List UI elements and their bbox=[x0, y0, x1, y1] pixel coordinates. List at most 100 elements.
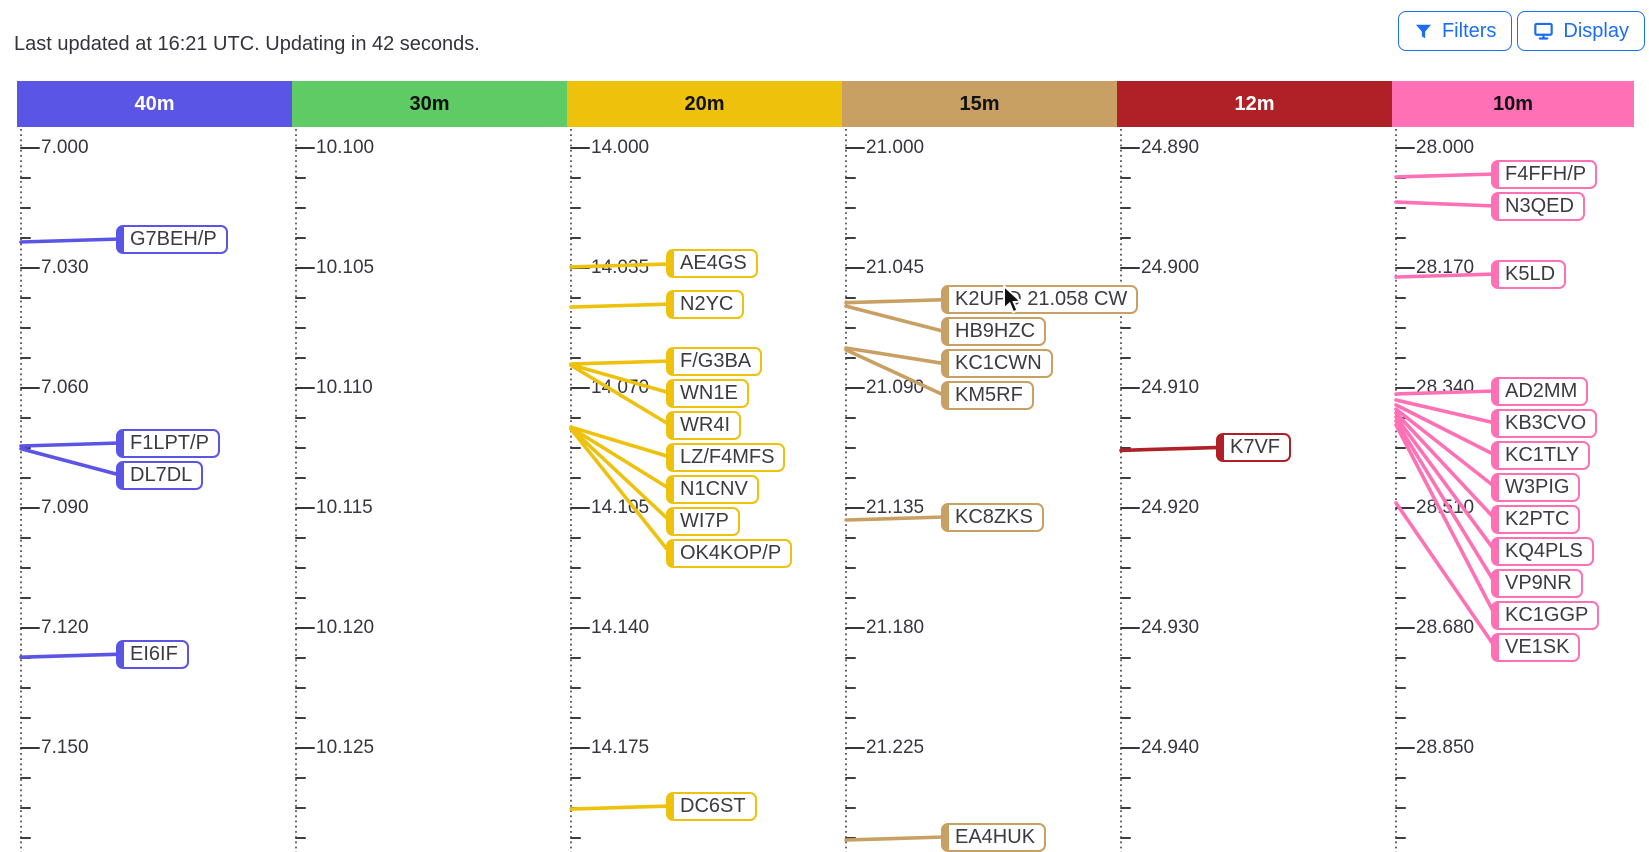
tick-label-30m-10.105: 10.105 bbox=[316, 257, 375, 278]
status-text: Last updated at 16:21 UTC. Updating in 4… bbox=[14, 33, 480, 55]
tick-label-15m-21.180: 21.180 bbox=[866, 617, 925, 638]
tick-label-40m-7.150: 7.150 bbox=[41, 737, 89, 758]
tick-label-10m-28.000: 28.000 bbox=[1416, 137, 1475, 158]
spot-label-K2PTC[interactable]: K2PTC bbox=[1491, 504, 1581, 534]
spot-label-DC6ST[interactable]: DC6ST bbox=[666, 791, 757, 821]
tick-label-10m-28.510: 28.510 bbox=[1416, 497, 1475, 518]
spot-label-KC1GGP[interactable]: KC1GGP bbox=[1491, 600, 1600, 630]
spot-label-N3QED[interactable]: N3QED bbox=[1491, 191, 1585, 221]
band-axis-40m bbox=[20, 129, 40, 852]
tick-label-20m-14.000: 14.000 bbox=[591, 137, 650, 158]
spot-label-K2UPD[interactable]: K2UPD 21.058 CW bbox=[941, 285, 1139, 315]
spot-label-KQ4PLS[interactable]: KQ4PLS bbox=[1491, 536, 1594, 566]
spot-line-OK4KOP/P bbox=[569, 427, 672, 555]
filters-button[interactable]: Filters bbox=[1397, 11, 1513, 51]
spot-label-AE4GS[interactable]: AE4GS bbox=[666, 249, 758, 279]
spot-label-WI7P[interactable]: WI7P bbox=[666, 506, 740, 536]
spot-label-F4FFH/P[interactable]: F4FFH/P bbox=[1491, 159, 1598, 189]
spot-line-EI6IF bbox=[19, 652, 122, 660]
spot-line-W3PIG bbox=[1394, 407, 1497, 489]
spot-line-KC1TLY bbox=[1394, 403, 1497, 457]
spot-line-K2UPD bbox=[844, 297, 947, 305]
spot-label-WR4I[interactable]: WR4I bbox=[666, 410, 741, 440]
tick-label-12m-24.890: 24.890 bbox=[1141, 137, 1200, 158]
tick-label-40m-7.120: 7.120 bbox=[41, 617, 89, 638]
band-header-20m: 20m bbox=[567, 81, 842, 127]
spot-line-KC1GGP bbox=[1394, 423, 1497, 617]
band-axis-12m bbox=[1120, 129, 1140, 852]
spot-line-KB3CVO bbox=[1394, 398, 1497, 425]
filter-funnel-icon bbox=[1414, 22, 1433, 41]
tick-label-12m-24.900: 24.900 bbox=[1141, 257, 1200, 278]
spot-label-KM5RF[interactable]: KM5RF bbox=[941, 381, 1034, 411]
spot-line-G7BEH/P bbox=[19, 237, 122, 244]
tick-label-20m-14.140: 14.140 bbox=[591, 617, 650, 638]
spot-label-K5LD[interactable]: K5LD bbox=[1491, 259, 1567, 289]
spot-line-EA4HUK bbox=[844, 835, 947, 842]
spot-label-EA4HUK[interactable]: EA4HUK bbox=[941, 822, 1047, 852]
spot-line-DL7DL bbox=[19, 446, 122, 477]
spot-label-K7VF[interactable]: K7VF bbox=[1216, 432, 1292, 462]
tick-label-15m-21.000: 21.000 bbox=[866, 137, 925, 158]
spot-label-KC8ZKS[interactable]: KC8ZKS bbox=[941, 502, 1044, 532]
spot-line-LZ/F4MFS bbox=[569, 425, 672, 459]
tick-label-30m-10.125: 10.125 bbox=[316, 737, 375, 758]
band-header-10m: 10m bbox=[1392, 81, 1634, 127]
band-axis-15m bbox=[845, 129, 865, 852]
spot-label-VE1SK[interactable]: VE1SK bbox=[1491, 632, 1581, 662]
tick-label-15m-21.135: 21.135 bbox=[866, 497, 925, 518]
tick-label-12m-24.930: 24.930 bbox=[1141, 617, 1200, 638]
tick-label-10m-28.340: 28.340 bbox=[1416, 377, 1475, 398]
spot-line-KC1CWN bbox=[844, 346, 947, 366]
tick-label-30m-10.110: 10.110 bbox=[316, 377, 373, 398]
display-button[interactable]: Display bbox=[1517, 11, 1645, 51]
spot-line-DC6ST bbox=[569, 804, 672, 811]
band-header-12m: 12m bbox=[1117, 81, 1392, 127]
tick-label-20m-14.035: 14.035 bbox=[591, 257, 650, 278]
tick-label-10m-28.680: 28.680 bbox=[1416, 617, 1475, 638]
spot-line-F/G3BA bbox=[569, 359, 672, 366]
band-header-30m: 30m bbox=[292, 81, 567, 127]
display-monitor-icon bbox=[1533, 21, 1554, 41]
spot-label-N1CNV[interactable]: N1CNV bbox=[666, 474, 759, 504]
spot-label-W3PIG[interactable]: W3PIG bbox=[1491, 472, 1581, 502]
spot-label-OK4KOP/P[interactable]: OK4KOP/P bbox=[666, 538, 793, 568]
tick-label-10m-28.170: 28.170 bbox=[1416, 257, 1475, 278]
tick-label-20m-14.070: 14.070 bbox=[591, 377, 650, 398]
band-axis-20m bbox=[570, 129, 590, 852]
tick-label-20m-14.105: 14.105 bbox=[591, 497, 650, 518]
spot-label-LZ/F4MFS[interactable]: LZ/F4MFS bbox=[666, 442, 786, 472]
spot-label-AD2MM[interactable]: AD2MM bbox=[1491, 376, 1589, 406]
filters-button-label: Filters bbox=[1441, 19, 1497, 42]
spot-line-K7VF bbox=[1119, 445, 1222, 453]
spot-label-F/G3BA[interactable]: F/G3BA bbox=[666, 346, 763, 376]
spot-label-F1LPT/P[interactable]: F1LPT/P bbox=[116, 428, 220, 458]
toolbar: Filters Display bbox=[1397, 11, 1645, 51]
tick-label-40m-7.030: 7.030 bbox=[41, 257, 89, 278]
spot-label-DL7DL[interactable]: DL7DL bbox=[116, 460, 204, 490]
tick-label-12m-24.920: 24.920 bbox=[1141, 497, 1200, 518]
tick-label-15m-21.225: 21.225 bbox=[866, 737, 925, 758]
spot-label-KB3CVO[interactable]: KB3CVO bbox=[1491, 408, 1598, 438]
spot-label-KC1TLY[interactable]: KC1TLY bbox=[1491, 440, 1591, 470]
tick-label-15m-21.045: 21.045 bbox=[866, 257, 925, 278]
spot-label-KC1CWN[interactable]: KC1CWN bbox=[941, 349, 1053, 379]
spot-label-N2YC[interactable]: N2YC bbox=[666, 289, 745, 319]
tick-label-30m-10.120: 10.120 bbox=[316, 617, 375, 638]
spot-label-VP9NR[interactable]: VP9NR bbox=[1491, 568, 1583, 598]
spot-label-EI6IF[interactable]: EI6IF bbox=[116, 639, 189, 669]
tick-label-10m-28.850: 28.850 bbox=[1416, 737, 1475, 758]
spot-label-WN1E[interactable]: WN1E bbox=[666, 378, 749, 408]
display-button-label: Display bbox=[1563, 19, 1629, 42]
tick-label-12m-24.940: 24.940 bbox=[1141, 737, 1200, 758]
tick-label-40m-7.060: 7.060 bbox=[41, 377, 89, 398]
spot-line-KQ4PLS bbox=[1394, 415, 1497, 553]
spot-label-G7BEH/P[interactable]: G7BEH/P bbox=[116, 224, 228, 254]
tick-label-40m-7.000: 7.000 bbox=[41, 137, 89, 158]
spot-label-HB9HZC[interactable]: HB9HZC bbox=[941, 317, 1047, 347]
tick-label-30m-10.115: 10.115 bbox=[316, 497, 373, 518]
band-axis-10m bbox=[1395, 129, 1415, 852]
tick-label-15m-21.090: 21.090 bbox=[866, 377, 925, 398]
spot-line-N1CNV bbox=[569, 425, 672, 491]
